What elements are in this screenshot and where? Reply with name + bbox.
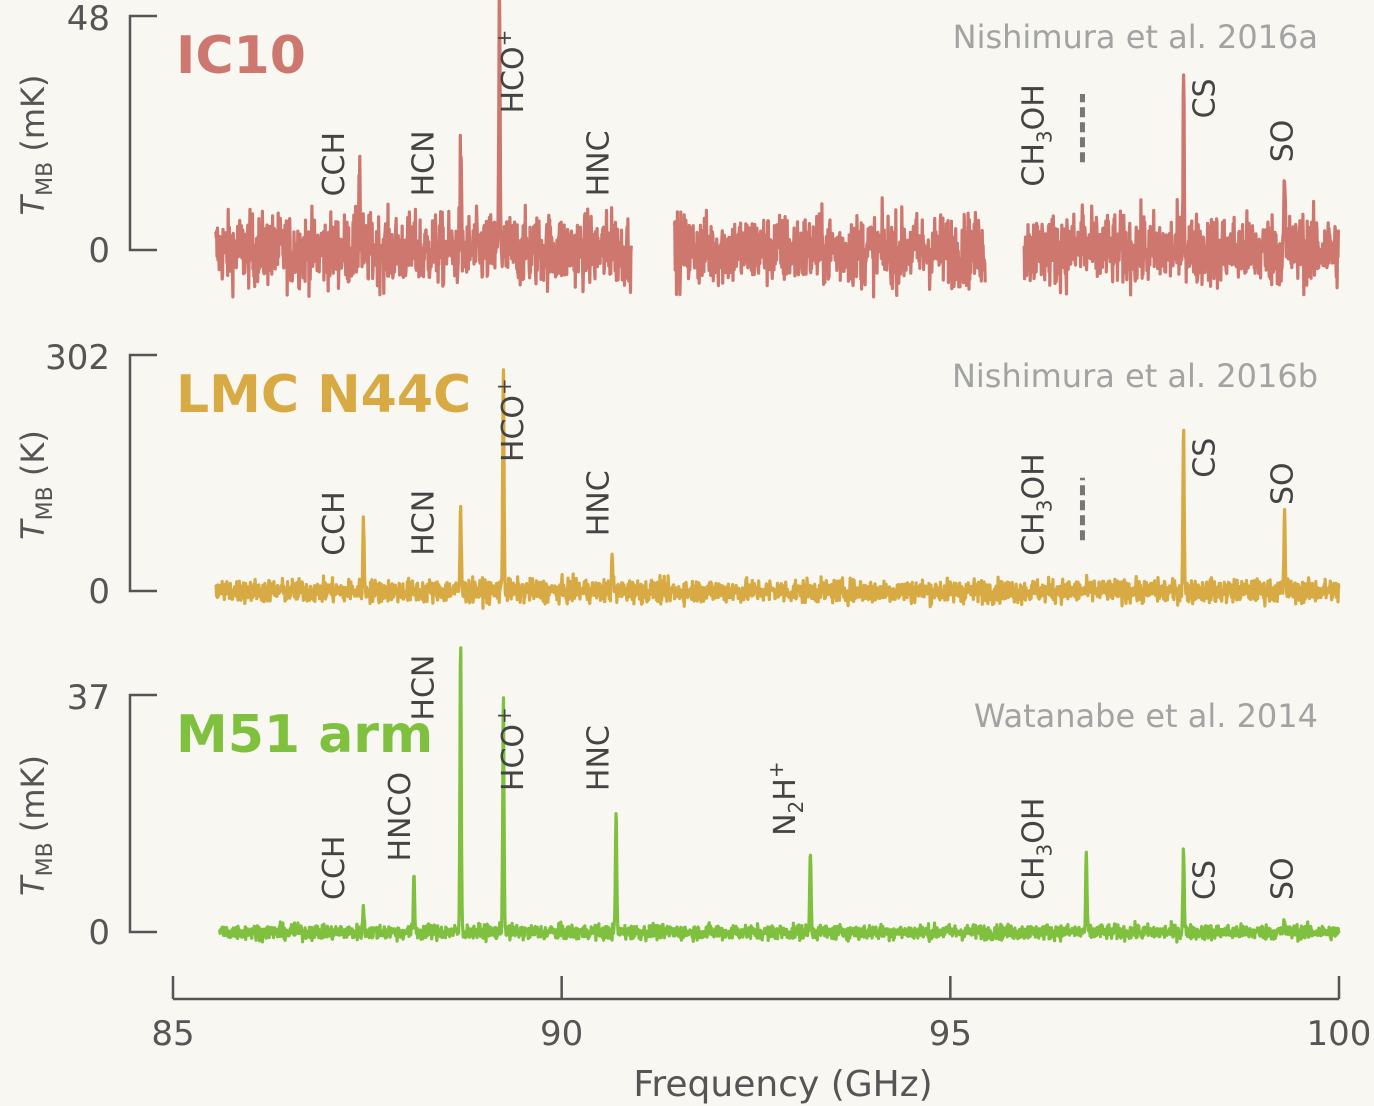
- y-tick-label-top: 302: [45, 338, 110, 378]
- x-tick-label: 95: [929, 1014, 972, 1054]
- line-label: HCO+: [492, 30, 531, 114]
- panel-lmc-n44c: 302 0 TMB (K) LMC N44C Nishimura et al. 2016…: [14, 338, 1341, 612]
- line-label: CCH: [317, 132, 352, 196]
- reference-label: Nishimura et al. 2016a: [953, 18, 1318, 56]
- line-label: HNCO: [383, 772, 418, 862]
- y-axis-label: TMB (mK): [14, 75, 58, 216]
- line-label: HCN: [406, 130, 441, 196]
- x-tick-label: 85: [151, 1014, 194, 1054]
- line-label: HCN: [406, 490, 441, 556]
- y-tick-label-zero: 0: [88, 572, 110, 612]
- line-label: SO: [1265, 462, 1300, 505]
- spectrum-segment: [214, 0, 633, 299]
- y-axis: [128, 14, 157, 252]
- line-label: HCN: [406, 655, 441, 721]
- line-label: N2H+: [764, 761, 808, 836]
- x-tick-label: 100: [1307, 1014, 1372, 1054]
- x-axis: Frequency (GHz) 85 90 95 100: [151, 976, 1371, 1105]
- line-label: CS: [1188, 860, 1223, 900]
- panel-title: LMC N44C: [176, 365, 471, 425]
- y-axis-label: TMB (K): [14, 430, 58, 540]
- panel-m51-arm: 37 0 TMB (mK) M51 arm Watanabe et al. 2014 CC…: [14, 646, 1341, 953]
- y-tick-label-zero: 0: [88, 913, 110, 953]
- line-label: HCO+: [492, 707, 531, 791]
- y-tick-label-top: 48: [67, 0, 110, 39]
- line-label: SO: [1265, 120, 1300, 163]
- line-label: SO: [1265, 857, 1300, 900]
- line-label: CS: [1188, 438, 1223, 478]
- line-label: CH3OH: [1017, 453, 1057, 555]
- line-label: CCH: [317, 491, 352, 555]
- y-axis: [128, 693, 157, 934]
- reference-label: Nishimura et al. 2016b: [952, 357, 1318, 395]
- panel-title: M51 arm: [176, 705, 433, 765]
- line-label: CCH: [317, 836, 352, 900]
- x-tick-label: 90: [540, 1014, 583, 1054]
- line-label: CH3OH: [1017, 798, 1057, 900]
- reference-label: Watanabe et al. 2014: [974, 697, 1318, 735]
- y-tick-label-zero: 0: [88, 231, 110, 271]
- spectrum-segment: [1022, 73, 1341, 297]
- y-axis-label: TMB (mK): [14, 755, 58, 896]
- line-label: CH3OH: [1017, 84, 1057, 186]
- line-label: HNC: [581, 725, 616, 791]
- spectrum-segment: [672, 196, 987, 299]
- line-label: CS: [1188, 78, 1223, 118]
- line-label: HNC: [581, 130, 616, 196]
- y-axis: [128, 353, 157, 593]
- y-tick-label-top: 37: [67, 678, 110, 718]
- x-axis-label: Frequency (GHz): [633, 1064, 932, 1105]
- panel-ic10: 48 0 TMB (mK) IC10 Nishimura et al. 2016a CCH…: [14, 0, 1341, 299]
- spectrum-segment: [218, 646, 1341, 944]
- line-label: HNC: [581, 470, 616, 536]
- line-label: HCO+: [492, 378, 531, 462]
- panel-title: IC10: [176, 26, 306, 86]
- spectrum-segment: [214, 368, 1341, 610]
